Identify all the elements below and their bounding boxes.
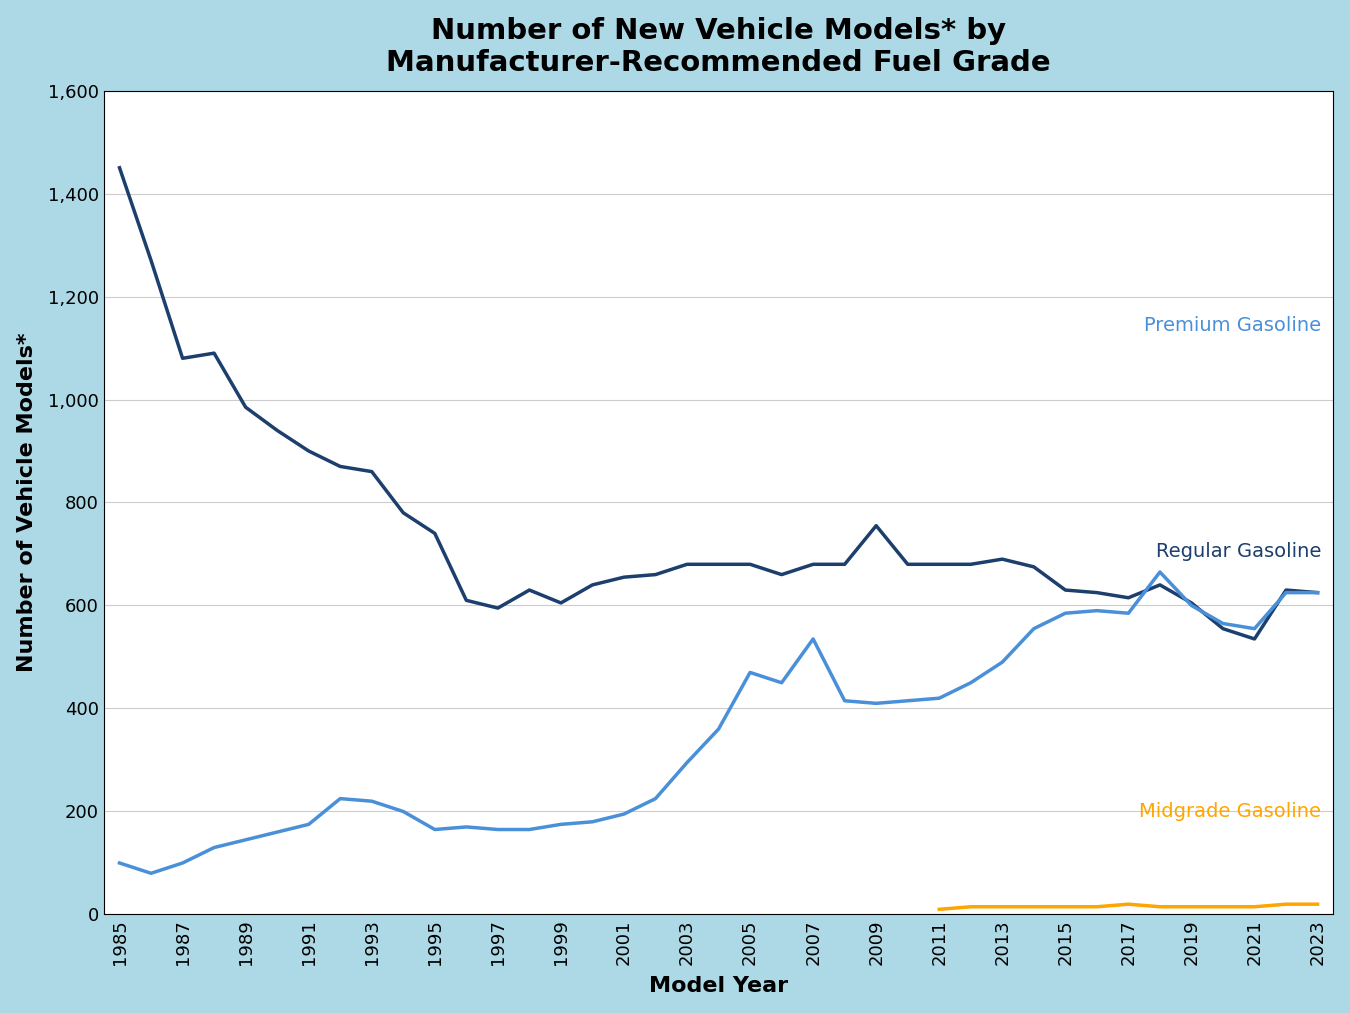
X-axis label: Model Year: Model Year xyxy=(649,977,788,997)
Text: Premium Gasoline: Premium Gasoline xyxy=(1143,316,1322,335)
Text: Regular Gasoline: Regular Gasoline xyxy=(1156,542,1322,561)
Title: Number of New Vehicle Models* by
Manufacturer-Recommended Fuel Grade: Number of New Vehicle Models* by Manufac… xyxy=(386,16,1050,77)
Text: Midgrade Gasoline: Midgrade Gasoline xyxy=(1139,802,1322,821)
Y-axis label: Number of Vehicle Models*: Number of Vehicle Models* xyxy=(16,332,36,673)
